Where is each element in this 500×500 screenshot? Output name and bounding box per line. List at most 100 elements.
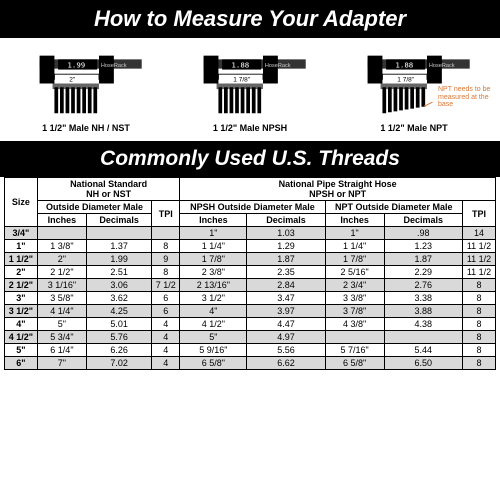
cell: 2.51 bbox=[86, 266, 151, 279]
cell: 2 3/4" bbox=[325, 279, 384, 292]
cell: 6 5/8" bbox=[325, 357, 384, 370]
diagram-caption: 1 1/2" Male NH / NST bbox=[42, 123, 130, 133]
cell-size: 5" bbox=[5, 344, 38, 357]
cell-size: 4" bbox=[5, 318, 38, 331]
cell: 2.84 bbox=[247, 279, 325, 292]
cell: 2.76 bbox=[384, 279, 462, 292]
cell: 1.29 bbox=[247, 240, 325, 253]
cell-size: 4 1/2" bbox=[5, 331, 38, 344]
cell bbox=[325, 331, 384, 344]
th-decimals: Decimals bbox=[384, 214, 462, 227]
cell: 2 3/8" bbox=[180, 266, 247, 279]
cell: 4 1/4" bbox=[37, 305, 86, 318]
cell: 8 bbox=[463, 331, 496, 344]
cell: 1.37 bbox=[86, 240, 151, 253]
cell: 6 5/8" bbox=[180, 357, 247, 370]
table-title: Commonly Used U.S. Threads bbox=[0, 141, 500, 177]
cell: 4 3/8" bbox=[325, 318, 384, 331]
cell: 5" bbox=[180, 331, 247, 344]
th-npsh-odm: NPSH Outside Diameter Male bbox=[180, 201, 325, 214]
th-size: Size bbox=[5, 178, 38, 227]
cell: 9 bbox=[152, 253, 180, 266]
cell: 7 1/2 bbox=[152, 279, 180, 292]
cell bbox=[37, 227, 86, 240]
cell: 3.88 bbox=[384, 305, 462, 318]
cell: 8 bbox=[463, 357, 496, 370]
table-body: 3/4" 1" 1.03 1" .98 141" 1 3/8" 1.37 8 1… bbox=[5, 227, 496, 370]
svg-text:1 7/8": 1 7/8" bbox=[233, 77, 250, 84]
cell-size: 1 1/2" bbox=[5, 253, 38, 266]
cell: 4.47 bbox=[247, 318, 325, 331]
th-tpi-left: TPI bbox=[152, 201, 180, 227]
cell: 3 5/8" bbox=[37, 292, 86, 305]
cell: 6 bbox=[152, 292, 180, 305]
cell: 4 bbox=[152, 318, 180, 331]
cell: 7" bbox=[37, 357, 86, 370]
cell: .98 bbox=[384, 227, 462, 240]
cell: 1.23 bbox=[384, 240, 462, 253]
cell: 2.29 bbox=[384, 266, 462, 279]
cell: 5" bbox=[37, 318, 86, 331]
cell: 2 13/16" bbox=[180, 279, 247, 292]
cell: 1.87 bbox=[247, 253, 325, 266]
cell: 2.35 bbox=[247, 266, 325, 279]
threads-table-wrap: Size National StandardNH or NST National… bbox=[0, 177, 500, 370]
cell: 11 1/2 bbox=[463, 266, 496, 279]
table-row: 4 1/2" 5 3/4" 5.76 4 5" 4.97 8 bbox=[5, 331, 496, 344]
cell: 2" bbox=[37, 253, 86, 266]
svg-text:HoseRack: HoseRack bbox=[429, 63, 455, 69]
cell: 1.99 bbox=[86, 253, 151, 266]
table-row: 1 1/2" 2" 1.99 9 1 7/8" 1.87 1 7/8" 1.87… bbox=[5, 253, 496, 266]
th-decimals: Decimals bbox=[247, 214, 325, 227]
caliper-icon: 1.88 HoseRack 1 7/8" bbox=[349, 46, 479, 121]
cell: 2 1/2" bbox=[37, 266, 86, 279]
table-row: 3" 3 5/8" 3.62 6 3 1/2" 3.47 3 3/8" 3.38… bbox=[5, 292, 496, 305]
th-npt-odm: NPT Outside Diameter Male bbox=[325, 201, 462, 214]
svg-text:1 7/8": 1 7/8" bbox=[397, 77, 414, 84]
main-title: How to Measure Your Adapter bbox=[0, 0, 500, 38]
table-row: 3 1/2" 4 1/4" 4.25 6 4" 3.97 3 7/8" 3.88… bbox=[5, 305, 496, 318]
cell-size: 1" bbox=[5, 240, 38, 253]
svg-text:HoseRack: HoseRack bbox=[101, 63, 127, 69]
cell: 3.97 bbox=[247, 305, 325, 318]
table-row: 1" 1 3/8" 1.37 8 1 1/4" 1.29 1 1/4" 1.23… bbox=[5, 240, 496, 253]
cell: 3.06 bbox=[86, 279, 151, 292]
threads-table: Size National StandardNH or NST National… bbox=[4, 177, 496, 370]
table-row: 2 1/2" 3 1/16" 3.06 7 1/2 2 13/16" 2.84 … bbox=[5, 279, 496, 292]
table-row: 6" 7" 7.02 4 6 5/8" 6.62 6 5/8" 6.50 8 bbox=[5, 357, 496, 370]
cell: 4.25 bbox=[86, 305, 151, 318]
cell: 8 bbox=[463, 292, 496, 305]
cell: 3 1/16" bbox=[37, 279, 86, 292]
cell: 8 bbox=[463, 305, 496, 318]
cell: 11 1/2 bbox=[463, 240, 496, 253]
th-odm-left: Outside Diameter Male bbox=[37, 201, 151, 214]
cell: 6 1/4" bbox=[37, 344, 86, 357]
th-national-pipe: National Pipe Straight HoseNPSH or NPT bbox=[180, 178, 496, 201]
caliper-diagram: 1.88 HoseRack 1 7/8" NPT needs to be mea… bbox=[332, 46, 496, 133]
cell: 5 7/16" bbox=[325, 344, 384, 357]
svg-text:1.99: 1.99 bbox=[67, 61, 85, 70]
th-national-standard: National StandardNH or NST bbox=[37, 178, 179, 201]
cell: 5.56 bbox=[247, 344, 325, 357]
cell: 6.26 bbox=[86, 344, 151, 357]
cell: 4 bbox=[152, 344, 180, 357]
caliper-diagram: 1.88 HoseRack 1 7/8" 1 1/2" Male NPSH bbox=[168, 46, 332, 133]
th-decimals: Decimals bbox=[86, 214, 151, 227]
th-inches: Inches bbox=[325, 214, 384, 227]
cell: 6.62 bbox=[247, 357, 325, 370]
th-inches: Inches bbox=[180, 214, 247, 227]
cell: 5.01 bbox=[86, 318, 151, 331]
cell: 2 5/16" bbox=[325, 266, 384, 279]
cell: 1" bbox=[180, 227, 247, 240]
cell: 5.44 bbox=[384, 344, 462, 357]
table-row: 4" 5" 5.01 4 4 1/2" 4.47 4 3/8" 4.38 8 bbox=[5, 318, 496, 331]
cell: 11 1/2 bbox=[463, 253, 496, 266]
cell: 3 1/2" bbox=[180, 292, 247, 305]
svg-text:1.88: 1.88 bbox=[395, 61, 413, 70]
table-row: 5" 6 1/4" 6.26 4 5 9/16" 5.56 5 7/16" 5.… bbox=[5, 344, 496, 357]
cell-size: 3" bbox=[5, 292, 38, 305]
cell-size: 6" bbox=[5, 357, 38, 370]
npt-note: NPT needs to be measured at the base bbox=[438, 86, 498, 109]
cell-size: 2 1/2" bbox=[5, 279, 38, 292]
cell: 8 bbox=[463, 279, 496, 292]
